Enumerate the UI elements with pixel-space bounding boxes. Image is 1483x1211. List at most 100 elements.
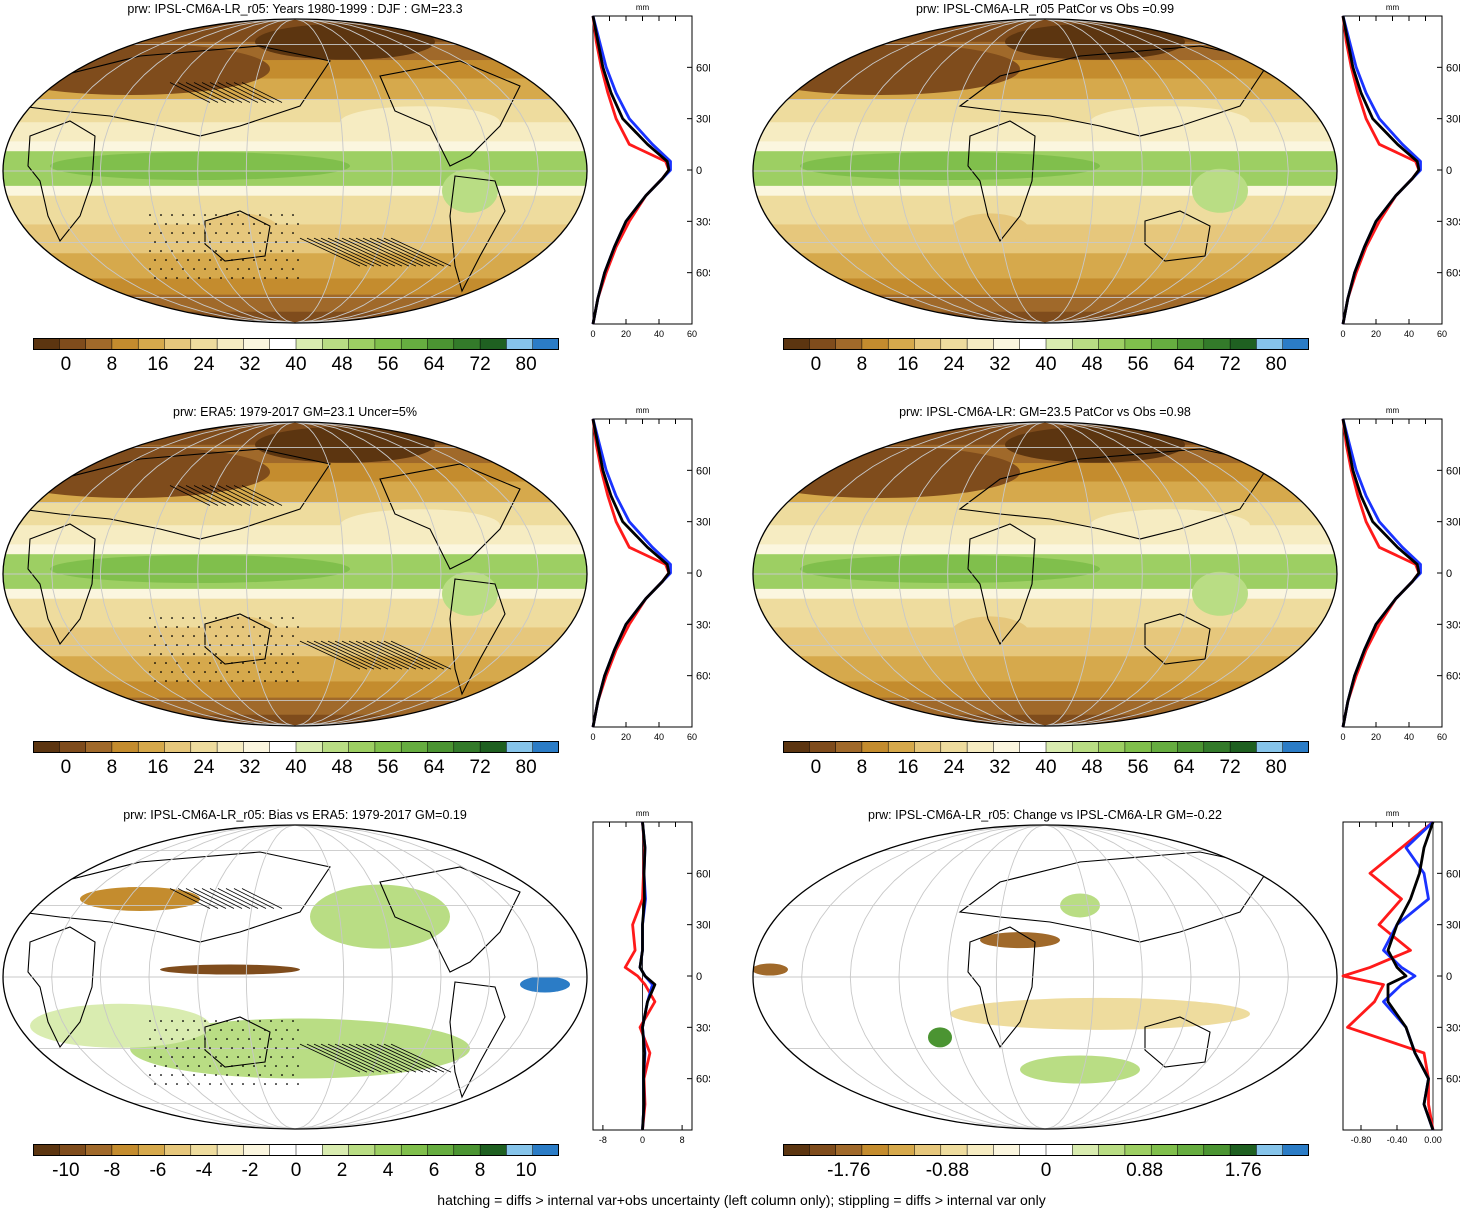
profile-y-label: 30N xyxy=(1446,920,1460,932)
stipple-dot xyxy=(220,1029,222,1031)
australia-outline xyxy=(204,613,271,665)
colorbar-segment xyxy=(809,741,837,753)
colorbar-segment xyxy=(1229,741,1257,753)
hatch-line xyxy=(355,1043,417,1073)
stipple-dot xyxy=(154,1047,156,1049)
profile-x-label: 40 xyxy=(1404,732,1414,742)
stipple-dot xyxy=(171,617,173,619)
profile-unit: mm xyxy=(636,3,650,12)
stipple-dot xyxy=(275,277,277,279)
colorbar-segment xyxy=(1203,741,1231,753)
colorbar-segment xyxy=(506,338,534,350)
colorbar-segment xyxy=(111,1144,139,1156)
colorbar-segment xyxy=(59,741,87,753)
colorbar-labels: -1.76 -0.88 0 0.88 1.76 xyxy=(783,1160,1309,1182)
profile-x-label: 60 xyxy=(1437,329,1447,339)
stipple-dot xyxy=(204,1056,206,1058)
stipple-dot xyxy=(242,1047,244,1049)
hatch-line xyxy=(320,237,382,267)
map xyxy=(752,421,1338,727)
colorbar-segment xyxy=(374,741,402,753)
stipple-dot xyxy=(264,626,266,628)
profile-y-label: 30N xyxy=(696,920,710,932)
stipple-dot xyxy=(160,250,162,252)
stipple-dot xyxy=(231,626,233,628)
meridian-line xyxy=(1044,825,1241,1129)
colorbar-tick-label: 72 xyxy=(1219,354,1241,375)
colorbar-segment xyxy=(835,741,863,753)
stipple-dot xyxy=(154,680,156,682)
profile-y-label: 30N xyxy=(1446,114,1460,126)
colorbar-segment xyxy=(887,338,916,350)
stipple-dot xyxy=(187,277,189,279)
stipple-dot xyxy=(160,671,162,673)
colorbar-segment xyxy=(1177,338,1205,350)
colorbar-segment xyxy=(1282,1144,1309,1156)
hatch-line xyxy=(348,1043,410,1073)
stipple-dot xyxy=(160,1020,162,1022)
colorbar-segment xyxy=(1256,741,1284,753)
stipple-dot xyxy=(281,268,283,270)
lat-band xyxy=(753,588,1337,600)
stipple-dot xyxy=(165,259,167,261)
profile-y-label: 0 xyxy=(1446,568,1452,580)
colorbar-segment xyxy=(295,1144,323,1156)
stipple-dot xyxy=(281,1056,283,1058)
hatch-line xyxy=(306,1043,368,1073)
stipple-dot xyxy=(165,1047,167,1049)
australia-dry xyxy=(950,616,1030,653)
profile-y-label: 60N xyxy=(1446,465,1460,477)
hatching xyxy=(169,888,452,1073)
stipple-dot xyxy=(281,1074,283,1076)
colorbar-segment xyxy=(1124,1144,1152,1156)
colorbar-segment xyxy=(59,338,87,350)
stipple-dot xyxy=(176,1083,178,1085)
stipple-dot xyxy=(171,1056,173,1058)
hatch-line xyxy=(327,1043,389,1073)
stipple-dot xyxy=(297,1065,299,1067)
south-america-outline xyxy=(449,981,506,1099)
stipple-dot xyxy=(297,1047,299,1049)
stipple-dot xyxy=(237,1020,239,1022)
meridian-line xyxy=(245,422,296,726)
stipple-dot xyxy=(248,1020,250,1022)
stipple-dot xyxy=(160,268,162,270)
colorbar-segment xyxy=(479,741,507,753)
stipple-dot xyxy=(248,232,250,234)
stipple-dot xyxy=(176,1047,178,1049)
stipple-dot xyxy=(231,1029,233,1031)
colorbar-border xyxy=(783,338,1309,350)
stipple-dot xyxy=(297,626,299,628)
meridian-line xyxy=(849,422,1046,726)
stipple-dot xyxy=(237,635,239,637)
hatch-line xyxy=(306,640,368,670)
stipple-dot xyxy=(182,1020,184,1022)
stipple-dot xyxy=(264,259,266,261)
stipple-dot xyxy=(209,1065,211,1067)
stipple-dot xyxy=(193,214,195,216)
stipple-dot xyxy=(286,644,288,646)
hatch-line xyxy=(233,485,275,506)
colorbar-tick-label: 0 xyxy=(1040,1160,1052,1181)
hatch-line xyxy=(201,82,243,103)
profile-unit: mm xyxy=(636,406,650,415)
profile-line-ensemble xyxy=(1341,15,1421,325)
stipple-dot xyxy=(193,268,195,270)
colorbar-segment xyxy=(111,741,139,753)
colorbar-tick-label: 8 xyxy=(856,757,868,778)
stipple-dot xyxy=(154,277,156,279)
profile-x-label: 20 xyxy=(1371,329,1381,339)
map-border xyxy=(752,421,1338,727)
colorbar-tick-label: -10 xyxy=(52,1160,80,1181)
meridian-line xyxy=(294,825,539,1129)
eurasia-outline xyxy=(18,851,331,943)
lat-band xyxy=(753,253,1337,279)
colorbar-segment xyxy=(453,741,481,753)
stipple-dot xyxy=(248,1038,250,1040)
south-america-outline xyxy=(449,578,506,696)
hatch-line xyxy=(348,237,410,267)
stipple-dot xyxy=(204,671,206,673)
hatch-line xyxy=(327,237,389,267)
colorbar-segment xyxy=(1150,741,1179,753)
stipple-dot xyxy=(171,214,173,216)
